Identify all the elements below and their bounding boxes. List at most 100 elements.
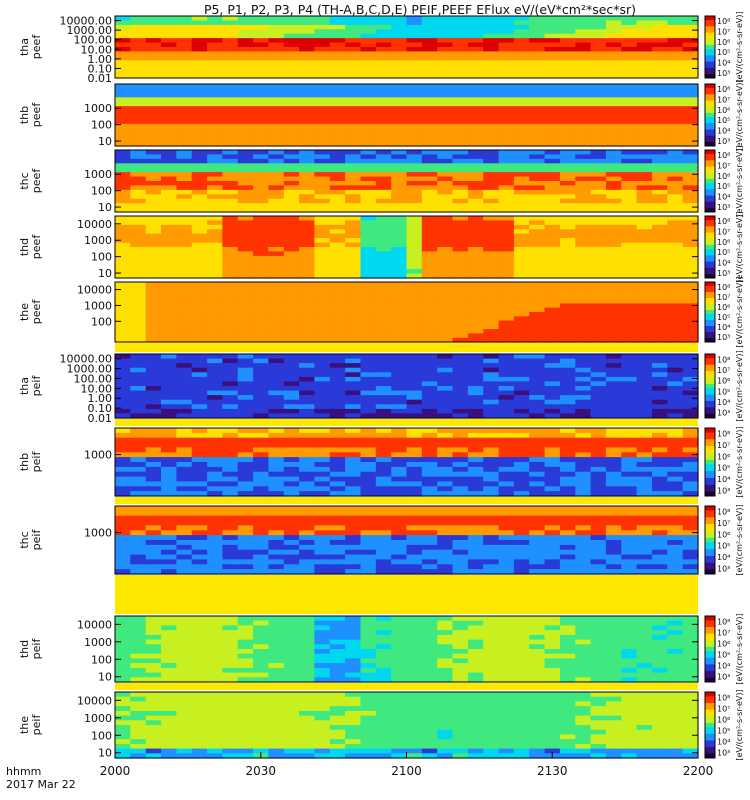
spectrogram-cell bbox=[421, 462, 438, 468]
spectrogram-cell bbox=[621, 247, 638, 252]
spectrogram-cell bbox=[345, 38, 361, 44]
spectrogram-cell bbox=[283, 520, 300, 527]
spectrogram-cell bbox=[207, 137, 223, 143]
spectrogram-cell bbox=[115, 123, 131, 129]
spectrogram-cell bbox=[406, 141, 423, 147]
colorbar-step bbox=[705, 290, 715, 293]
spectrogram-cell bbox=[544, 554, 561, 561]
spectrogram-cell bbox=[498, 320, 515, 326]
spectrogram-cell bbox=[360, 38, 377, 44]
spectrogram-cell bbox=[529, 251, 546, 257]
spectrogram-cell bbox=[437, 299, 454, 304]
spectrogram-cell bbox=[115, 29, 131, 35]
spectrogram-cell bbox=[299, 290, 315, 296]
spectrogram-cell bbox=[176, 372, 193, 378]
colorbar-step bbox=[705, 354, 715, 357]
spectrogram-cell bbox=[406, 663, 423, 669]
spectrogram-cell bbox=[621, 544, 638, 551]
spectrogram-cell bbox=[391, 442, 408, 449]
spectrogram-cell bbox=[621, 172, 638, 178]
spectrogram-cell bbox=[590, 447, 607, 453]
spectrogram-cell bbox=[299, 20, 315, 26]
spectrogram-cell bbox=[621, 132, 638, 138]
spectrogram-cell bbox=[575, 299, 592, 304]
spectrogram-cell bbox=[421, 198, 438, 204]
spectrogram-cell bbox=[513, 137, 530, 143]
spectrogram-cell bbox=[161, 203, 177, 209]
spectrogram-cell bbox=[513, 476, 530, 483]
spectrogram-cell bbox=[115, 185, 131, 191]
spectrogram-cell bbox=[253, 354, 269, 360]
spectrogram-cell bbox=[161, 358, 177, 364]
spectrogram-cell bbox=[483, 329, 500, 334]
colorbar-tick-label: 10⁶ bbox=[717, 303, 730, 312]
spectrogram-cell bbox=[130, 20, 147, 26]
spectrogram-cell bbox=[375, 653, 392, 659]
spectrogram-cell bbox=[314, 128, 331, 134]
spectrogram-cell bbox=[636, 525, 653, 531]
spectrogram-cell bbox=[544, 520, 561, 527]
spectrogram-cell bbox=[452, 229, 469, 235]
spectrogram-cell bbox=[161, 630, 177, 636]
spectrogram-cell bbox=[130, 672, 147, 678]
spectrogram-cell bbox=[237, 282, 254, 287]
spectrogram-cell bbox=[115, 428, 131, 434]
spectrogram-cell bbox=[207, 442, 223, 449]
spectrogram-cell bbox=[590, 242, 607, 248]
spectrogram-cell bbox=[283, 29, 300, 35]
spectrogram-cell bbox=[529, 520, 546, 527]
spectrogram-cell bbox=[145, 92, 162, 98]
spectrogram-cell bbox=[237, 38, 254, 44]
spectrogram-cell bbox=[237, 324, 254, 330]
spectrogram-cell bbox=[483, 198, 500, 204]
spectrogram-cell bbox=[299, 544, 315, 551]
spectrogram-cell bbox=[452, 282, 469, 287]
spectrogram-cell bbox=[176, 282, 193, 287]
spectrogram-cell bbox=[406, 29, 423, 35]
spectrogram-cell bbox=[314, 290, 331, 296]
spectrogram-cell bbox=[467, 354, 484, 360]
spectrogram-cell bbox=[605, 176, 622, 182]
spectrogram-cell bbox=[130, 290, 147, 296]
spectrogram-cell bbox=[421, 84, 438, 89]
spectrogram-cell bbox=[329, 634, 346, 641]
spectrogram-cell bbox=[191, 530, 208, 536]
spectrogram-cell bbox=[636, 207, 653, 213]
spectrogram-cell bbox=[575, 55, 592, 61]
spectrogram-cell bbox=[513, 324, 530, 330]
spectrogram-cell bbox=[237, 55, 254, 61]
spectrogram-cell bbox=[253, 367, 269, 373]
spectrogram-cell bbox=[544, 198, 561, 204]
spectrogram-cell bbox=[590, 481, 607, 487]
colorbar-step bbox=[705, 340, 715, 343]
spectrogram-cell bbox=[176, 316, 193, 322]
spectrogram-cell bbox=[605, 203, 622, 209]
spectrogram-cell bbox=[360, 481, 377, 487]
spectrogram-cell bbox=[483, 307, 500, 313]
spectrogram-cell bbox=[544, 42, 561, 48]
spectrogram-cell bbox=[222, 564, 239, 570]
spectrogram-cell bbox=[421, 238, 438, 244]
spectrogram-cell bbox=[345, 506, 361, 512]
spectrogram-cell bbox=[406, 115, 423, 120]
spectrogram-cell bbox=[115, 60, 131, 66]
spectrogram-cell bbox=[207, 251, 223, 257]
spectrogram-cell bbox=[375, 128, 392, 134]
spectrogram-cell bbox=[605, 447, 622, 453]
spectrogram-cell bbox=[145, 386, 162, 392]
spectrogram-cell bbox=[421, 569, 438, 575]
spectrogram-cell bbox=[329, 491, 346, 497]
spectrogram-cell bbox=[406, 367, 423, 373]
spectrogram-cell bbox=[253, 158, 269, 164]
spectrogram-cell bbox=[467, 329, 484, 334]
spectrogram-cell bbox=[268, 447, 285, 453]
spectrogram-cell bbox=[406, 229, 423, 235]
spectrogram-cell bbox=[498, 69, 515, 75]
spectrogram-cell bbox=[268, 38, 285, 44]
y-label-probe: thb bbox=[18, 453, 31, 471]
spectrogram-cell bbox=[145, 55, 162, 61]
spectrogram-cell bbox=[452, 549, 469, 556]
spectrogram-cell bbox=[191, 447, 208, 453]
colorbar-step bbox=[705, 251, 715, 254]
spectrogram-cell bbox=[299, 620, 315, 626]
